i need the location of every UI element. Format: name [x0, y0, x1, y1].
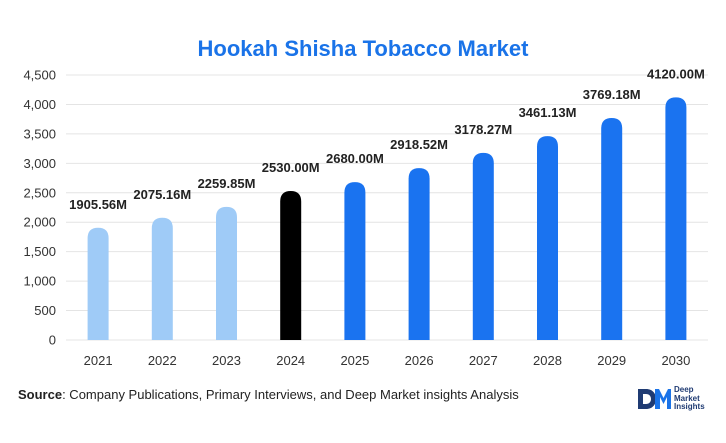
bar-2026 — [408, 168, 430, 340]
data-label-2025: 2680.00M — [326, 151, 384, 166]
brand-logo: Deep Market Insights — [636, 384, 716, 414]
bar-2027 — [472, 152, 494, 340]
y-tick-label: 4,500 — [23, 68, 56, 83]
brand-line-3: Insights — [674, 402, 705, 411]
y-tick-label: 3,500 — [23, 126, 56, 141]
y-tick-label: 4,000 — [23, 97, 56, 112]
x-tick-label: 2026 — [405, 353, 434, 368]
brand-line-2: Market — [674, 393, 700, 403]
bar-2028 — [537, 136, 558, 340]
x-tick-label: 2023 — [212, 353, 241, 368]
brand-name: Deep Market Insights — [674, 385, 705, 412]
source-text: : Company Publications, Primary Intervie… — [62, 387, 519, 402]
data-labels: 1905.56M 2075.16M 2259.85M 2530.00M 2680.00M… — [69, 66, 705, 211]
x-tick-label: 2025 — [340, 353, 369, 368]
data-label-2026: 2918.52M — [390, 137, 448, 152]
data-label-2021: 1905.56M — [69, 197, 127, 212]
y-tick-label: 1,000 — [23, 274, 56, 289]
gridlines — [66, 74, 708, 341]
bars — [87, 97, 687, 341]
x-tick-label: 2024 — [276, 353, 305, 368]
y-tick-label: 2,500 — [23, 185, 56, 200]
data-label-2028: 3461.13M — [519, 105, 577, 120]
bar-2024 — [280, 191, 302, 340]
data-label-2024: 2530.00M — [262, 160, 320, 175]
x-tick-label: 2028 — [533, 353, 562, 368]
y-axis-ticks: 0 500 1,000 1,500 2,000 2,500 3,000 3,500 4,000 4… — [23, 68, 56, 348]
x-tick-label: 2027 — [469, 353, 498, 368]
bar-2025 — [344, 182, 366, 340]
bar-2023 — [216, 206, 237, 340]
source-note: Source: Company Publications, Primary In… — [18, 387, 519, 402]
x-tick-label: 2022 — [148, 353, 177, 368]
y-tick-label: 0 — [49, 333, 56, 348]
y-tick-label: 500 — [34, 303, 56, 318]
brand-mark-icon — [638, 389, 671, 409]
bar-chart: 0 500 1,000 1,500 2,000 2,500 3,000 3,500 4,000 4… — [23, 66, 708, 368]
bar-2021 — [87, 227, 109, 340]
bar-2022 — [151, 217, 173, 340]
data-label-2022: 2075.16M — [133, 187, 191, 202]
x-tick-label: 2030 — [661, 353, 690, 368]
source-label: Source — [18, 387, 63, 402]
x-tick-label: 2021 — [84, 353, 113, 368]
x-axis-ticks: 2021 2022 2023 2024 2025 2026 2027 2028 2029 2030 — [84, 353, 691, 368]
data-label-2027: 3178.27M — [454, 122, 512, 137]
data-label-2023: 2259.85M — [198, 176, 256, 191]
x-tick-label: 2029 — [597, 353, 626, 368]
y-tick-label: 1,500 — [23, 244, 56, 259]
bar-2030 — [665, 97, 687, 340]
data-label-2030: 4120.00M — [647, 66, 705, 81]
y-tick-label: 3,000 — [23, 156, 56, 171]
data-label-2029: 3769.18M — [583, 87, 641, 102]
y-tick-label: 2,000 — [23, 215, 56, 230]
brand-line-1: Deep — [674, 385, 694, 394]
bar-2029 — [601, 118, 623, 341]
chart-title: Hookah Shisha Tobacco Market — [197, 36, 529, 61]
